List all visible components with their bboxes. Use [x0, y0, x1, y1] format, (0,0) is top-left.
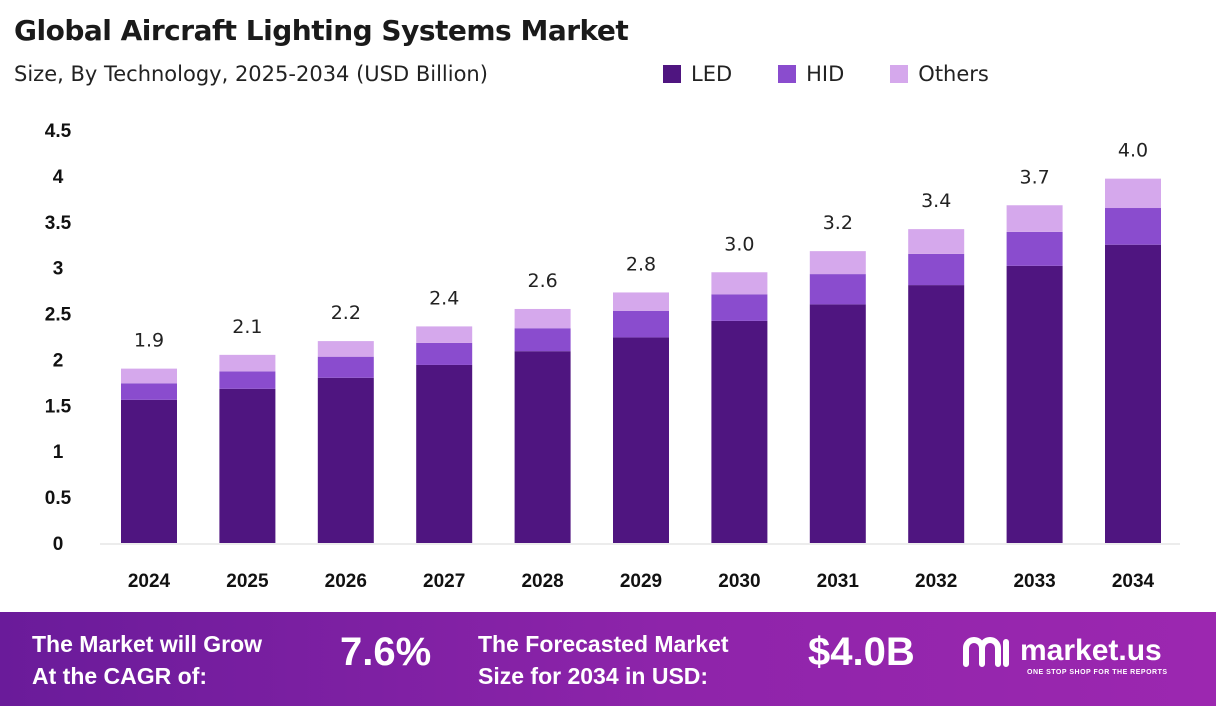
cagr-label: The Market will Grow At the CAGR of: [32, 631, 263, 689]
bar-hid-2033 [1006, 231, 1063, 266]
bar-led-2033 [1006, 265, 1063, 543]
legend-item-hid: HID [778, 62, 844, 86]
legend-label: Others [918, 62, 989, 86]
x-tick-label: 2031 [817, 571, 860, 592]
bar-others-2032 [908, 229, 965, 254]
bar-others-2025 [219, 354, 276, 372]
legend-item-others: Others [890, 62, 989, 86]
x-tick-label: 2029 [620, 571, 662, 592]
footer-banner: The Market will Grow At the CAGR of: 7.6%… [0, 612, 1216, 706]
logo-icon [963, 637, 1009, 667]
x-tick-label: 2033 [1013, 571, 1055, 592]
bar-others-2033 [1006, 205, 1063, 232]
bar-others-2028 [514, 308, 571, 329]
cagr-value: 7.6% [340, 630, 432, 674]
bar-others-2029 [613, 292, 669, 311]
bar-chart: 0 0.5 1 1.5 2 2.5 3 3.5 4 4.5 1.9 2024 2.1 2025 2.2 202… [45, 121, 1180, 592]
bar-others-2031 [809, 251, 866, 275]
legend-swatch [663, 65, 681, 83]
bar-hid-2024 [121, 383, 177, 400]
bar-hid-2029 [613, 310, 669, 338]
bar-others-2030 [711, 272, 768, 295]
bar-led-2028 [514, 351, 571, 543]
y-tick-label: 4 [53, 167, 64, 188]
market-us-logo: market.us [962, 634, 1162, 668]
data-label-total: 2.1 [232, 316, 262, 338]
legend-label: HID [806, 62, 845, 86]
y-tick-label: 3 [53, 259, 64, 280]
y-tick-label: 0 [53, 534, 64, 555]
x-tick-label: 2028 [521, 571, 563, 592]
data-label-total: 3.2 [823, 212, 853, 234]
y-tick-label: 0.5 [45, 488, 72, 509]
forecast-label: The Forecasted Market Size for 2034 in US… [478, 631, 729, 689]
bar-hid-2034 [1105, 208, 1161, 245]
data-label-total: 2.2 [331, 302, 361, 324]
forecast-value: $4.0B [808, 630, 915, 674]
logo-tagline: ONE STOP SHOP FOR THE REPORTS [1027, 669, 1168, 676]
x-tick-label: 2030 [718, 571, 760, 592]
bar-hid-2025 [219, 371, 276, 389]
y-tick-label: 2.5 [45, 305, 72, 326]
legend: LED HID Others [663, 62, 1035, 86]
bar-led-2024 [121, 399, 177, 543]
bar-led-2029 [613, 337, 669, 543]
bar-others-2026 [317, 341, 374, 357]
y-tick-label: 3.5 [45, 213, 72, 234]
legend-swatch [890, 65, 909, 83]
data-label-total: 4.0 [1118, 140, 1148, 162]
bar-others-2027 [416, 326, 473, 343]
y-tick-label: 1.5 [45, 396, 72, 417]
bar-led-2031 [809, 304, 866, 543]
bar-hid-2031 [809, 274, 866, 305]
x-tick-label: 2032 [915, 571, 957, 592]
legend-label: LED [691, 62, 733, 86]
data-label-total: 3.7 [1019, 166, 1049, 188]
bar-led-2027 [416, 364, 473, 543]
bar-hid-2032 [908, 253, 965, 286]
bar-led-2025 [219, 388, 276, 543]
bar-hid-2030 [711, 294, 768, 321]
chart-subtitle: Size, By Technology, 2025-2034 (USD Bill… [14, 62, 488, 86]
x-tick-label: 2026 [325, 571, 367, 592]
bar-led-2030 [711, 320, 768, 543]
bar-led-2034 [1105, 244, 1161, 543]
y-tick-label: 2 [53, 350, 64, 371]
bar-led-2032 [908, 285, 965, 543]
bar-hid-2026 [317, 356, 374, 378]
data-label-total: 3.4 [921, 190, 951, 212]
data-label-total: 2.6 [527, 270, 557, 292]
legend-item-led: LED [663, 62, 732, 86]
bar-hid-2027 [416, 342, 473, 365]
bar-led-2026 [317, 377, 374, 543]
bar-others-2034 [1105, 178, 1161, 209]
data-label-total: 3.0 [724, 233, 754, 255]
data-label-total: 1.9 [134, 330, 164, 352]
bar-hid-2028 [514, 328, 571, 352]
bar-others-2024 [121, 368, 177, 384]
data-label-total: 2.4 [429, 287, 459, 309]
chart-title: Global Aircraft Lighting Systems Market [14, 14, 629, 47]
x-tick-label: 2027 [423, 571, 465, 592]
x-tick-label: 2034 [1112, 571, 1155, 592]
y-tick-label: 4.5 [45, 121, 72, 142]
data-label-total: 2.8 [626, 253, 656, 275]
x-tick-label: 2025 [226, 571, 269, 592]
x-tick-label: 2024 [128, 571, 171, 592]
legend-swatch [778, 65, 797, 83]
y-tick-label: 1 [53, 442, 64, 463]
